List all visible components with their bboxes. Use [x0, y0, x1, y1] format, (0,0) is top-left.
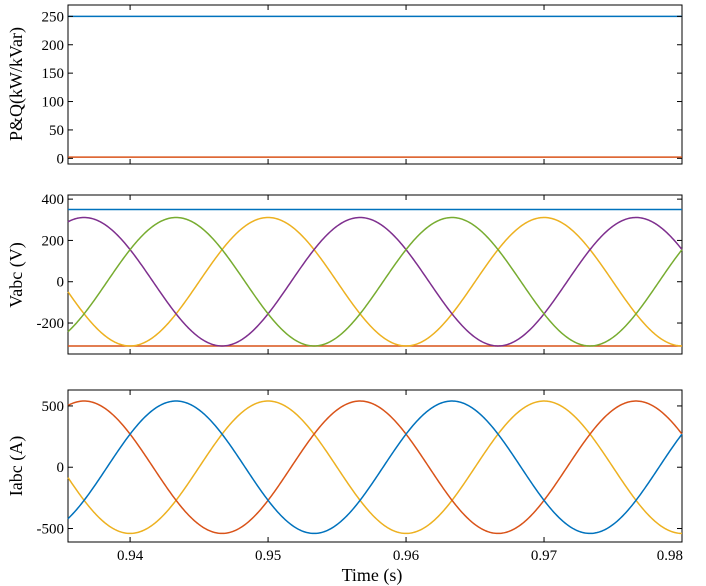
power-y-tick-label: 250: [42, 9, 65, 25]
current-x-tick-label: 0.96: [393, 548, 420, 564]
current-plot-area: [67, 389, 683, 543]
voltage-y-tick-label: -200: [37, 316, 65, 332]
voltage-series-line-4: [67, 216, 683, 347]
current-series-line-1: [67, 400, 683, 535]
power-y-tick-label: 0: [57, 151, 65, 167]
current-x-tick-label: 0.98: [657, 548, 683, 564]
voltage-series-line-5: [67, 216, 683, 347]
current-y-axis-label: Iabc (A): [6, 436, 27, 496]
power-y-tick-label: 100: [42, 95, 65, 111]
voltage-y-axis-label: Vabc (V): [6, 242, 27, 307]
voltage-panel: -200 0 200 400 Vabc (V): [6, 192, 683, 355]
current-x-tick-label: 0.97: [531, 548, 558, 564]
current-panel: -500 0 500 0.94 0.95 0.96 0.97 0.98 Iabc (A) Ti…: [6, 389, 683, 586]
power-y-tick-label: 200: [42, 38, 65, 54]
current-y-tick-label: 0: [57, 460, 65, 476]
power-y-tick-label: 50: [49, 123, 64, 139]
voltage-plot-area: [67, 194, 683, 355]
voltage-series-line-3: [67, 216, 683, 347]
current-x-tick-label: 0.94: [117, 548, 144, 564]
power-panel: 0 50 100 150 200 250 P&Q(kW/kVar): [6, 4, 683, 167]
current-series-line-3: [67, 400, 683, 535]
current-x-tick-label: 0.95: [255, 548, 281, 564]
voltage-y-tick-label: 400: [42, 192, 65, 208]
power-y-axis-label: P&Q(kW/kVar): [6, 27, 27, 141]
current-series-line-2: [67, 400, 683, 535]
power-plot-area: [67, 4, 683, 165]
voltage-y-tick-label: 0: [57, 275, 65, 291]
voltage-y-tick-label: 200: [42, 233, 65, 249]
power-y-tick-label: 150: [42, 66, 65, 82]
current-y-tick-label: -500: [37, 522, 65, 538]
current-y-tick-label: 500: [42, 399, 65, 415]
x-axis-label: Time (s): [342, 565, 403, 586]
